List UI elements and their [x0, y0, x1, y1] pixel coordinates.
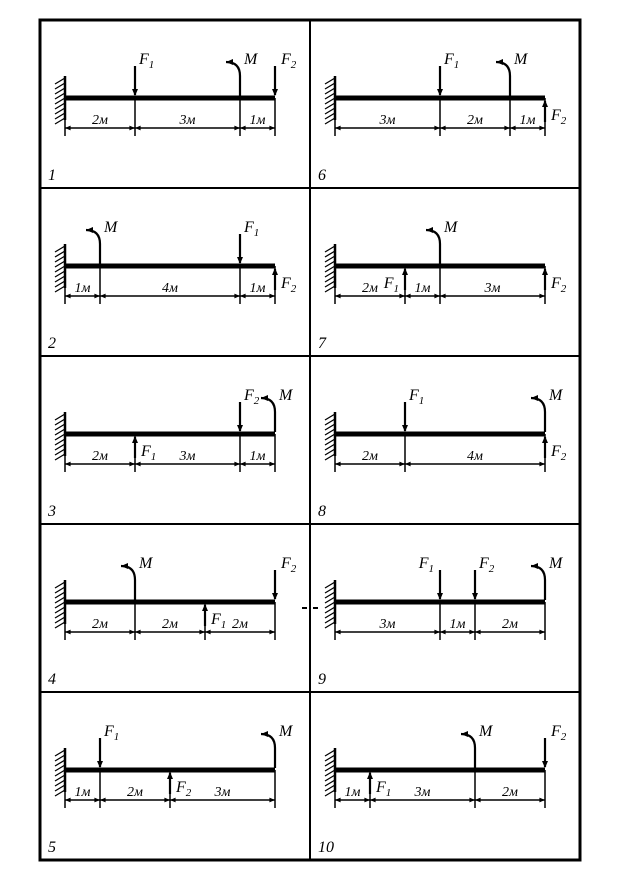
beam-diagram-2: 1м 4м 1м M F1 F2 2: [48, 219, 297, 352]
cell-number: 10: [318, 839, 334, 856]
svg-text:F1: F1: [210, 611, 226, 631]
beam-diagram-8: 2м 4м F1 M F2 8: [318, 387, 567, 520]
beam-diagram-6: 3м 2м 1м F1 M F2 6: [318, 51, 567, 184]
beam-diagram-1: 2м 3м 1м F1 M F2 1: [48, 51, 297, 184]
svg-text:M: M: [278, 723, 294, 740]
svg-text:F1: F1: [418, 555, 434, 575]
svg-text:3м: 3м: [379, 617, 396, 632]
svg-text:F2: F2: [550, 275, 567, 295]
svg-text:1м: 1м: [75, 785, 91, 800]
beam-diagram-3: 2м 3м 1м F1 F2 M 3: [47, 387, 294, 520]
beam-diagram-4: 2м 2м 2м M F1 F2 4: [48, 555, 297, 688]
cell-number: 7: [318, 335, 327, 352]
beam-diagram-9: 3м 1м 2м F1 F2 M 9: [318, 555, 564, 688]
svg-text:F1: F1: [140, 443, 156, 463]
svg-text:2м: 2м: [362, 281, 378, 296]
svg-text:M: M: [138, 555, 154, 572]
svg-text:M: M: [243, 51, 259, 68]
page: 2м3м1мF1MF211м4м1мMF1F222м3м1мF1F2M32м2м…: [0, 0, 618, 884]
svg-text:F1: F1: [138, 51, 154, 71]
cell-number: 8: [318, 503, 326, 520]
svg-text:4м: 4м: [162, 281, 178, 296]
cell-number: 4: [48, 671, 56, 688]
svg-text:F2: F2: [243, 387, 260, 407]
svg-text:F1: F1: [443, 51, 459, 71]
svg-text:F2: F2: [550, 443, 567, 463]
svg-text:2м: 2м: [162, 617, 178, 632]
svg-text:M: M: [103, 219, 119, 236]
cell-number: 6: [318, 167, 326, 184]
svg-text:3м: 3м: [379, 113, 396, 128]
svg-text:2м: 2м: [502, 617, 518, 632]
svg-text:F1: F1: [375, 779, 391, 799]
svg-text:2м: 2м: [92, 449, 108, 464]
cell-number: 5: [48, 839, 56, 856]
beam-diagram-7: 2м 1м 3м F1 M F2 7: [318, 219, 567, 352]
svg-text:2м: 2м: [92, 113, 108, 128]
svg-text:F1: F1: [383, 275, 399, 295]
beam-diagram-5: 1м 2м 3м F1 F2 M 5: [48, 723, 294, 856]
svg-text:M: M: [513, 51, 529, 68]
svg-text:F1: F1: [408, 387, 424, 407]
svg-text:F2: F2: [550, 723, 567, 743]
svg-text:M: M: [548, 387, 564, 404]
svg-text:1м: 1м: [250, 281, 266, 296]
svg-text:M: M: [278, 387, 294, 404]
svg-text:F1: F1: [103, 723, 119, 743]
svg-text:1м: 1м: [250, 113, 266, 128]
beam-diagram-10: 1м 3м 2м F1 M F2 10: [318, 723, 567, 856]
svg-text:3м: 3м: [414, 785, 431, 800]
svg-text:2м: 2м: [232, 617, 248, 632]
svg-text:1м: 1м: [450, 617, 466, 632]
svg-text:M: M: [478, 723, 494, 740]
svg-text:3м: 3м: [179, 449, 196, 464]
svg-text:2м: 2м: [467, 113, 483, 128]
svg-text:F2: F2: [175, 779, 192, 799]
svg-text:3м: 3м: [179, 113, 196, 128]
cell-number: 3: [47, 503, 56, 520]
svg-text:F2: F2: [280, 275, 297, 295]
svg-text:F2: F2: [280, 555, 297, 575]
svg-text:3м: 3м: [214, 785, 231, 800]
svg-text:2м: 2м: [127, 785, 143, 800]
cell-number: 2: [48, 335, 56, 352]
svg-text:1м: 1м: [520, 113, 536, 128]
svg-text:2м: 2м: [362, 449, 378, 464]
svg-text:3м: 3м: [484, 281, 501, 296]
svg-text:F2: F2: [478, 555, 495, 575]
svg-text:F1: F1: [243, 219, 259, 239]
svg-text:1м: 1м: [75, 281, 91, 296]
svg-text:2м: 2м: [502, 785, 518, 800]
cell-number: 1: [48, 167, 56, 184]
svg-text:F2: F2: [550, 107, 567, 127]
svg-text:4м: 4м: [467, 449, 483, 464]
svg-text:M: M: [548, 555, 564, 572]
cell-number: 9: [318, 671, 326, 688]
svg-text:1м: 1м: [250, 449, 266, 464]
diagram-svg: 2м3м1мF1MF211м4м1мMF1F222м3м1мF1F2M32м2м…: [0, 0, 618, 884]
svg-text:2м: 2м: [92, 617, 108, 632]
svg-text:1м: 1м: [415, 281, 431, 296]
svg-text:1м: 1м: [345, 785, 361, 800]
svg-text:F2: F2: [280, 51, 297, 71]
svg-text:M: M: [443, 219, 459, 236]
